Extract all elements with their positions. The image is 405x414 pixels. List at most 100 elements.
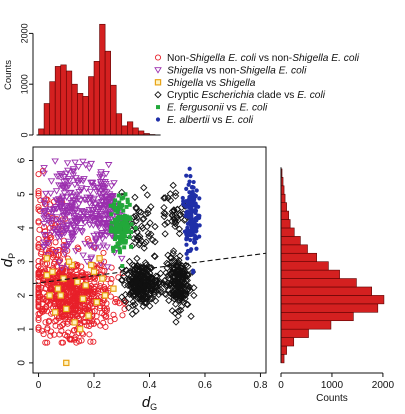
series-1-point [47,332,54,339]
series-5-point [121,238,126,243]
series-2-point [107,183,116,190]
series-6-point [184,173,189,178]
series-5-point [109,212,114,217]
legend-label: E. albertii vs E. coli [167,115,254,126]
right-hist-x-tick-label: 0 [278,380,284,391]
series-3-point [90,268,98,276]
series-2-point [97,169,105,176]
top-hist-bar [93,61,100,136]
series-5-point [110,245,115,250]
series-5-point [120,203,125,208]
series-4-point [131,193,139,201]
series-4-point [139,290,147,298]
series-3-point [110,285,117,292]
series-1-point [68,278,75,286]
series-4-point [132,217,140,225]
series-4-point [145,263,153,271]
series-1-point [112,299,119,306]
series-4-point [172,300,180,308]
series-6-point [192,226,197,232]
series-4-point [184,282,192,290]
x-tick-label: 0.8 [253,380,267,391]
series-3-point [76,325,84,333]
series-4-point [133,284,142,292]
x-axis-label-main: d [142,394,151,411]
series-2-point [100,217,109,224]
series-4-point [187,312,195,320]
legend-label-part: vs [224,103,240,114]
series-1-point [69,309,76,316]
y-tick-label: 0 [17,360,28,366]
top-hist-bar [88,76,95,136]
series-1-point [101,267,108,274]
series-4-point [164,194,172,202]
top-hist-bar [99,23,106,136]
series-4-point [133,214,141,222]
series-2-point [103,244,111,251]
series-4-point [183,271,191,279]
series-5-point [109,229,114,234]
series-1-point [51,318,58,325]
series-4-point [131,269,139,277]
series-5-point [114,234,119,239]
series-3-point [54,285,62,292]
series-2-point [56,219,65,227]
series-6-point [187,196,193,201]
series-4-point [171,257,179,265]
legend: Non-Shigella E. coli vs non-Shigella E. … [154,53,360,126]
series-4-point [178,293,186,302]
top-hist-bar [65,70,73,136]
series-2-point [97,232,106,239]
y-axis-label-main: d [0,258,16,267]
series-2-point [97,195,106,202]
series-1-point [35,293,42,300]
series-2-point [75,201,83,208]
series-2-point [48,218,56,225]
series-6-point [194,188,199,193]
series-4-point [129,301,137,310]
series-4-point [162,269,170,277]
series-3-point [51,309,59,316]
series-1-point [38,327,45,334]
series-5-point [115,210,120,215]
legend-label: Non-Shigella E. coli vs non-Shigella E. … [167,53,360,64]
series-4-point [162,282,171,291]
series-1-point [61,331,69,338]
series-4-point [118,276,126,285]
series-2-point [86,242,95,249]
series-2-point [81,162,90,169]
series-2-point [80,176,88,183]
series-4-point [171,218,179,226]
trend-line [32,252,267,285]
series-2-point [102,199,111,206]
series-1-point [64,318,71,325]
series-1-point [35,258,42,265]
legend-label-part: E. coli [240,103,268,114]
series-2-point [69,230,77,237]
series-1-point [35,171,42,178]
series-2-point [75,216,83,223]
series-4-point [174,258,183,267]
series-6-point [193,203,198,208]
series-4-point [161,220,169,229]
series-1-point [101,311,108,319]
series-4-point [146,219,154,227]
series-1-point [78,263,85,270]
series-6-point [186,213,191,218]
right-hist-bar [280,337,295,347]
right-hist-bar [280,210,289,220]
series-2-point [79,158,87,166]
series-6-point [188,173,193,179]
series-3-point [46,292,53,299]
series-2-point [76,225,85,232]
series-1-point [58,298,65,305]
x-axis-label: dG [142,394,157,412]
series-4-point [179,291,188,299]
series-2-point [102,171,110,178]
series-6-point [188,237,193,243]
series-1-point [70,327,77,334]
series-2-point [104,162,113,169]
right-hist-bar [280,303,379,313]
series-2-point [63,226,71,233]
series-4-point [120,296,129,304]
